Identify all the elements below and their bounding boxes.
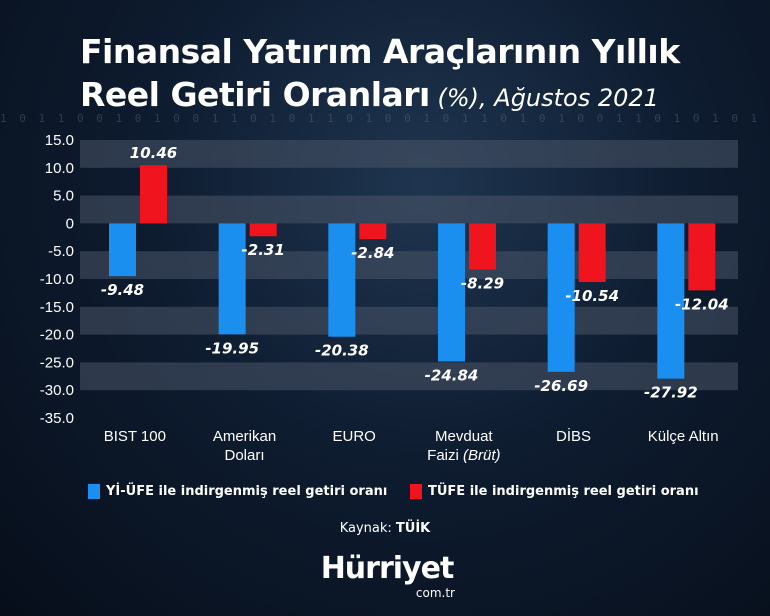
data-label-yi-ufe: -24.84: [425, 367, 479, 385]
hurriyet-logo-domain: com.tr: [415, 586, 455, 600]
chart-title-line2: Reel Getiri Oranları (%), Ağustos 2021: [80, 73, 740, 120]
grid-band: [80, 251, 738, 279]
source-value: TÜİK: [395, 521, 431, 536]
bar-yi-ufe: [657, 223, 685, 379]
bar-tufe: [359, 223, 387, 240]
x-category-label: DİBS: [556, 427, 591, 445]
data-label-tufe: -10.54: [565, 287, 619, 305]
chart-title: Finansal Yatırım Araçlarının Yıllık Reel…: [80, 30, 740, 120]
grid-band: [80, 306, 738, 335]
data-label-tufe: -2.84: [351, 244, 394, 262]
y-tick-label: -15.0: [40, 299, 74, 316]
data-label-yi-ufe: -26.69: [534, 377, 588, 395]
legend-swatch-yi-ufe: [88, 484, 100, 499]
bar-yi-ufe: [109, 223, 136, 277]
source-note: Kaynak: TÜİK: [0, 521, 770, 536]
x-category-label: Doları: [224, 447, 264, 464]
hurriyet-logo: Hürriyet: [320, 551, 455, 586]
y-tick-label: 5.0: [53, 188, 74, 205]
data-label-yi-ufe: -9.48: [101, 281, 144, 299]
x-category-label: Amerikan: [213, 428, 276, 445]
x-category-label: EURO: [332, 428, 375, 445]
legend-item-tufe: TÜFE ile indirgenmiş reel getiri oranı: [410, 484, 699, 499]
bar-yi-ufe: [547, 223, 575, 372]
bar-tufe: [469, 223, 496, 270]
legend-swatch-tufe: [410, 484, 422, 499]
y-tick-label: -5.0: [48, 243, 74, 260]
bar-tufe: [578, 223, 606, 283]
y-tick-label: -20.0: [40, 327, 74, 344]
bar-tufe: [688, 223, 716, 291]
x-category-label: Mevduat: [435, 428, 493, 445]
y-tick-label: -10.0: [40, 271, 74, 288]
chart-title-main: Reel Getiri Oranları: [80, 75, 430, 114]
chart-title-line1: Finansal Yatırım Araçlarının Yıllık: [80, 32, 680, 71]
grid-band: [80, 195, 738, 224]
legend-label-yi-ufe: Yİ-ÜFE ile indirgenmiş reel getiri oranı: [106, 484, 388, 499]
data-label-yi-ufe: -27.92: [644, 384, 698, 402]
bar-yi-ufe: [328, 223, 356, 337]
legend-item-yi-ufe: Yİ-ÜFE ile indirgenmiş reel getiri oranı: [88, 484, 387, 499]
data-label-tufe: 10.46: [130, 144, 177, 162]
bar-yi-ufe: [438, 223, 465, 362]
data-label-tufe: -8.29: [461, 274, 504, 292]
grid-band: [80, 362, 738, 391]
bar-tufe: [249, 223, 277, 237]
y-tick-label: -30.0: [40, 382, 74, 399]
binary-background-decoration: 1 0 1 1 0 0 1 0 1 0 0 1 1 0 1 0 1 1 0 1 …: [0, 112, 770, 125]
data-label-yi-ufe: -20.38: [315, 342, 369, 360]
data-label-tufe: -12.04: [675, 295, 729, 313]
y-tick-label: 15.0: [45, 132, 74, 149]
data-label-yi-ufe: -19.95: [205, 339, 259, 357]
x-category-label-part: Faizi: [427, 447, 459, 464]
chart-title-suffix: (%), Ağustos 2021: [429, 84, 659, 112]
y-tick-label: 0: [66, 215, 74, 232]
x-category-label: Külçe Altın: [648, 428, 719, 445]
y-tick-label: 10.0: [45, 160, 74, 177]
bar-yi-ufe: [218, 223, 246, 335]
bar-chart: 15.0 10.0 5.0 0 -5.0 -10.0 -15.0 -20.0 -25.0 -30.…: [40, 132, 738, 464]
bar-tufe: [140, 165, 167, 224]
chart-legend: Yİ-ÜFE ile indirgenmiş reel getiri oranı…: [88, 484, 728, 504]
x-category-label: BIST 100: [104, 428, 166, 445]
grid-band: [80, 140, 738, 168]
source-label: Kaynak:: [339, 521, 396, 536]
data-label-tufe: -2.31: [242, 241, 285, 259]
y-tick-label: -25.0: [40, 354, 74, 371]
x-category-label-italic-part: (Brüt): [459, 447, 501, 464]
y-tick-label: -35.0: [40, 410, 74, 427]
x-category-label: Faizi (Brüt): [427, 447, 500, 464]
legend-label-tufe: TÜFE ile indirgenmiş reel getiri oranı: [428, 484, 699, 499]
